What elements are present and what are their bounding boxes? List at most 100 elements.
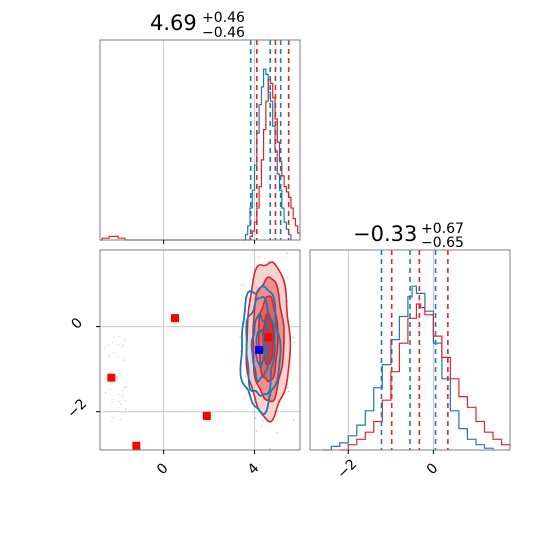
x-tick-label: −2 [335,456,361,482]
sample-point [125,385,128,388]
blue-histogram [243,68,292,241]
sample-point [286,252,288,254]
sample-point [104,391,107,394]
x-tick-labels: −2 0 [335,456,442,482]
sample-point [276,431,278,434]
sample-point [254,417,257,420]
sample-point [239,350,242,353]
red-square-marker [107,373,116,382]
y-tick-label: −2 [64,396,90,422]
sample-point [117,393,120,395]
sample-point [117,343,119,346]
x-tick-label: 0 [424,460,442,478]
axes-frame [99,249,301,451]
sample-point [257,255,260,258]
y-tick-labels: 0 −2 [64,315,90,422]
markers [107,314,273,450]
blue-contour [250,312,270,383]
sample-point [111,398,114,400]
sample-point [255,430,258,432]
sample-point [293,419,295,421]
sample-point [109,355,112,357]
sample-point [124,409,127,411]
sample-point [122,356,124,359]
panel-title: 4.69 +0.46 −0.46 [150,10,245,41]
contours [239,261,292,423]
x-tick-marks [163,240,256,244]
sample-point [247,297,250,300]
x-tick-labels: 0 4 [154,460,263,478]
sample-point [125,407,128,410]
sample-point [112,336,115,338]
sample-point [123,345,126,347]
tick-marks [96,326,256,454]
sample-point [123,359,126,362]
sample-point [119,374,121,377]
title-value: −0.33 [353,222,417,246]
sample-point [110,420,113,423]
sample-point [286,276,289,279]
sample-point [117,355,119,358]
title-lower-error: −0.65 [421,235,464,251]
sample-point [120,346,123,348]
panel-title: −0.33 +0.67 −0.65 [353,221,464,251]
title-upper-error: +0.46 [202,10,245,26]
x-tick-marks [347,450,434,454]
x-tick-label: 4 [245,460,263,478]
sample-point [118,400,120,403]
sample-point [123,387,126,389]
joint-contour-panel: 0 4 0 −2 [64,249,301,478]
sample-point [269,448,271,450]
histogram-series [322,285,511,451]
grid-lines [347,250,434,450]
axes-frame [309,249,511,451]
red-square-marker [132,441,141,450]
sample-point [107,354,110,356]
sample-point [119,372,122,374]
sample-point [287,390,290,393]
sample-point [292,336,295,339]
sample-point [124,339,126,341]
sample-point [286,386,289,389]
sample-point [262,420,264,422]
blue-histogram [322,285,494,451]
sample-point [115,375,118,378]
grid-lines [163,40,256,240]
axes-frame [99,39,301,241]
sample-point [111,416,114,419]
marginal-histogram-param-1: 4.69 +0.46 −0.46 [99,10,301,244]
title-lower-error: −0.46 [202,25,245,41]
title-upper-error: +0.67 [421,221,464,237]
red-square-marker [264,333,273,342]
sample-point [122,389,124,392]
marginal-histogram-param-2: −2 0 −0.33 +0.67 −0.65 [309,221,511,482]
sample-point [108,356,111,359]
sample-point [112,351,115,354]
sample-point [244,375,247,378]
blue-contour [245,296,276,397]
sample-point [293,341,296,344]
quantile-lines [380,250,449,450]
sample-point [119,418,122,420]
y-tick-label: 0 [68,315,86,333]
sample-point [117,335,120,338]
sample-point [111,401,113,403]
red-histogram [339,303,511,451]
blue-square-marker [255,346,264,354]
sample-point [107,345,110,347]
red-square-marker [202,411,211,420]
sample-point [111,341,114,344]
sample-point [121,396,124,398]
sample-point [239,336,242,338]
sample-point [125,399,127,402]
sample-point [108,388,111,391]
title-value: 4.69 [150,11,197,35]
sample-point [117,407,119,409]
sample-point [241,284,244,287]
quantile-lines [249,40,290,240]
x-tick-label: 0 [154,460,172,478]
blue-contour [239,285,282,415]
sample-point [121,344,124,346]
sample-point [261,425,264,427]
